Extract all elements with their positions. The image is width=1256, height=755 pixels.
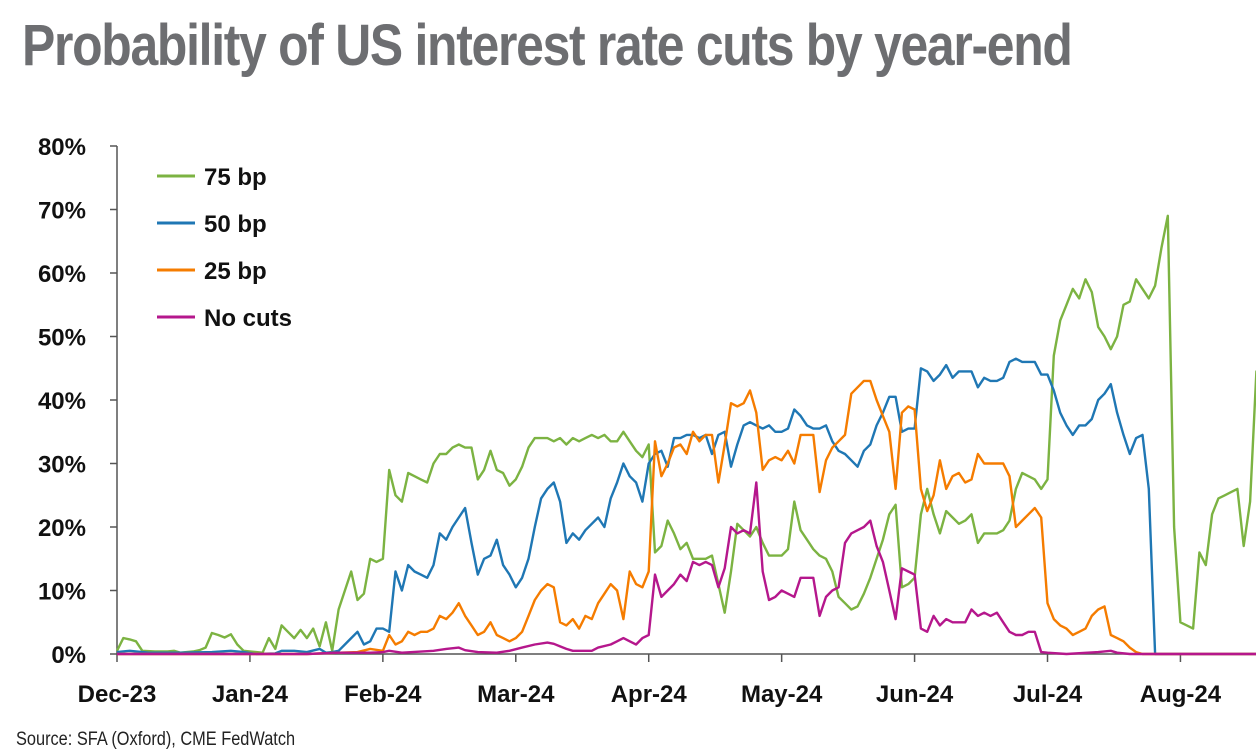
- legend-label: 50 bp: [204, 211, 267, 238]
- y-tick-label: 50%: [38, 325, 86, 352]
- legend-label: 25 bp: [204, 258, 267, 285]
- y-tick-label: 30%: [38, 452, 86, 479]
- y-tick-label: 80%: [38, 134, 86, 161]
- x-tick-label: Feb-24: [344, 681, 422, 708]
- line-chart: 0% 10% 20% 30% 40% 50% 60% 70% 80% Dec-23 Jan-24 F…: [38, 134, 1256, 708]
- series-line-75-bp: [115, 214, 1256, 654]
- x-tick-label: Apr-24: [611, 681, 688, 708]
- legend-label: 75 bp: [204, 164, 267, 191]
- y-tick-label: 0%: [51, 642, 86, 669]
- y-axis-labels: 0% 10% 20% 30% 40% 50% 60% 70% 80%: [38, 134, 86, 669]
- legend-label: No cuts: [204, 305, 292, 332]
- legend: 75 bp 50 bp 25 bp No cuts: [157, 164, 292, 332]
- x-tick-label: Dec-23: [78, 681, 157, 708]
- y-tick-label: 60%: [38, 261, 86, 288]
- y-tick-label: 40%: [38, 388, 86, 415]
- series-line-50-bp: [116, 357, 1256, 656]
- series-lines: [115, 214, 1256, 656]
- series-line-25-bp: [117, 379, 1256, 656]
- x-tick-label: Jan-24: [212, 681, 289, 708]
- x-tick-label: Jun-24: [876, 681, 954, 708]
- series-line-no-cuts: [117, 481, 1256, 656]
- x-tick-label: Jul-24: [1013, 681, 1083, 708]
- y-tick-label: 10%: [38, 579, 86, 606]
- source-note: Source: SFA (Oxford), CME FedWatch: [16, 729, 296, 750]
- x-tick-label: May-24: [741, 681, 823, 708]
- x-axis-labels: Dec-23 Jan-24 Feb-24 Mar-24 Apr-24 May-24 Jun-…: [78, 681, 1222, 708]
- chart-title: Probability of US interest rate cuts by …: [22, 13, 1073, 78]
- x-tick-label: Mar-24: [477, 681, 555, 708]
- y-tick-label: 20%: [38, 515, 86, 542]
- x-tick-label: Aug-24: [1140, 681, 1222, 708]
- y-tick-label: 70%: [38, 198, 86, 225]
